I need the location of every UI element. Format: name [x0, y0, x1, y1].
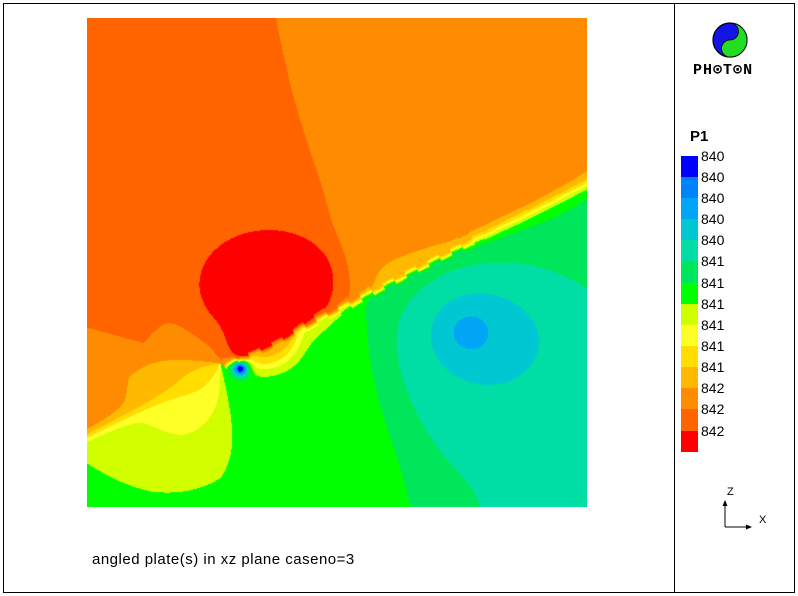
svg-text:Z: Z — [727, 486, 734, 498]
svg-text:X: X — [759, 514, 767, 526]
